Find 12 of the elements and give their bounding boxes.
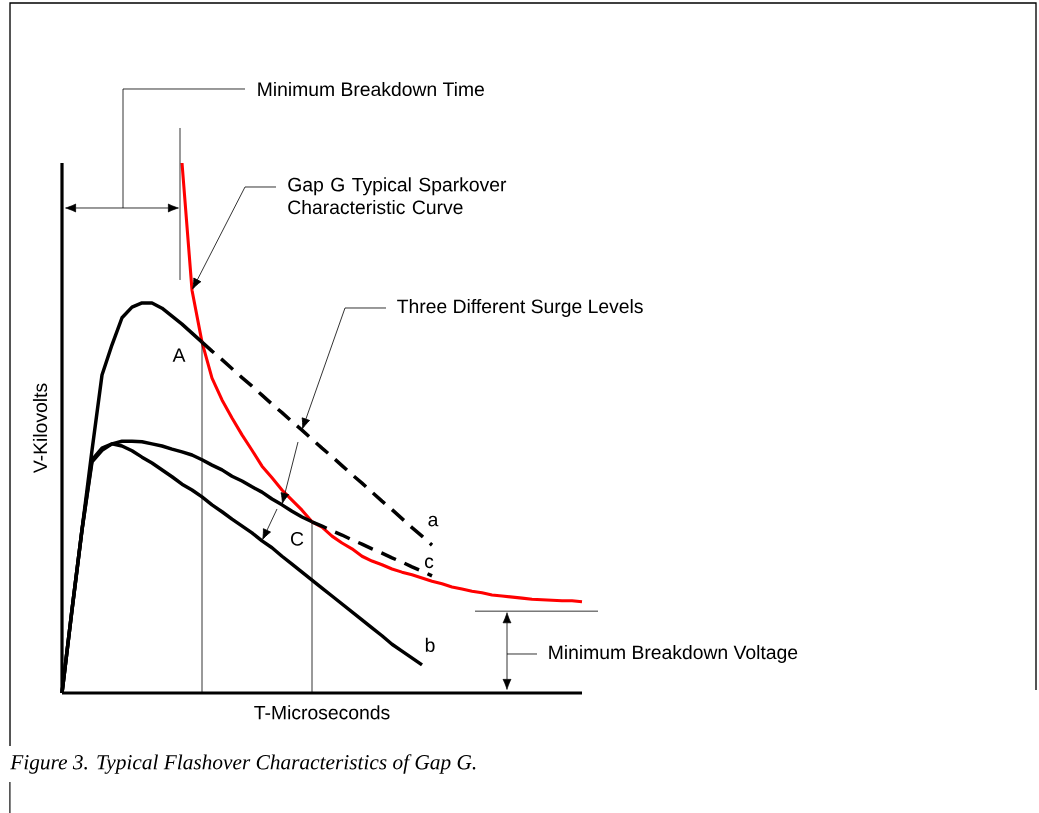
annotation: Minimum Breakdown Voltage: [549, 644, 798, 664]
annotation: Gap G Typical Sparkover Characteristic Curve: [288, 177, 507, 215]
annotation: c: [424, 557, 434, 569]
annotation: b: [425, 637, 435, 652]
annotation: A: [172, 348, 186, 362]
text: Figure 3. Typical Flashover Characteristics of Gap G.: [10, 754, 476, 774]
annotation: Three Different Surge Levels: [397, 298, 643, 318]
x-axis-title: T-Microseconds: [254, 705, 390, 720]
annotation: a: [428, 515, 439, 527]
annotation: C: [291, 531, 304, 546]
text: Minimum Breakdown Time: [258, 81, 484, 97]
y-axis-title: V-Kilovolts: [32, 383, 48, 474]
